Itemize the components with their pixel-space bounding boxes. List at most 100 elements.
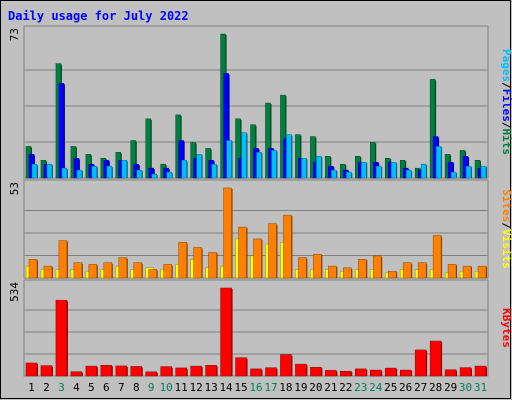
bar-kbytes-day-5 xyxy=(85,365,98,377)
bar-kbytes-day-31 xyxy=(474,365,487,377)
bar-sites-day-5 xyxy=(88,264,98,279)
x-tick-label: 25 xyxy=(384,381,397,394)
x-tick-label: 3 xyxy=(58,381,65,394)
bar-sites-day-29 xyxy=(447,264,457,279)
bar-pages-day-10 xyxy=(166,171,172,179)
bar-sites-day-19 xyxy=(298,257,307,279)
legend-separator: / xyxy=(500,222,512,229)
x-tick-label: 23 xyxy=(354,381,367,394)
bar-sites-day-16 xyxy=(253,238,262,279)
x-tick-label: 20 xyxy=(309,381,322,394)
bar-pages-day-19 xyxy=(301,158,307,179)
bar-kbytes-day-23 xyxy=(355,368,367,377)
x-tick-label: 2 xyxy=(43,381,50,394)
bar-sites-day-24 xyxy=(373,255,382,279)
bar-kbytes-day-17 xyxy=(265,367,277,377)
x-tick-label: 7 xyxy=(118,381,125,394)
legend-separator: / xyxy=(500,82,512,89)
bar-hits-day-28 xyxy=(429,79,436,179)
bar-pages-day-15 xyxy=(241,132,247,179)
bar-pages-day-3 xyxy=(61,167,68,179)
x-tick-label: 18 xyxy=(279,381,292,394)
bar-pages-day-5 xyxy=(91,165,98,179)
bar-sites-day-8 xyxy=(133,262,142,279)
bar-sites-day-22 xyxy=(343,267,352,279)
bar-pages-day-8 xyxy=(136,169,142,179)
x-tick-label: 13 xyxy=(204,381,217,394)
x-tick-label: 8 xyxy=(133,381,140,394)
bar-kbytes-day-27 xyxy=(414,349,427,377)
series-legend: Pages/Files/Hits xyxy=(500,49,512,155)
x-tick-label: 12 xyxy=(190,381,203,394)
bar-pages-day-28 xyxy=(435,146,442,179)
bar-pages-day-27 xyxy=(420,163,427,179)
bar-pages-day-23 xyxy=(361,161,367,179)
x-tick-label: 16 xyxy=(249,381,262,394)
chart-title: Daily usage for July 2022 xyxy=(8,9,189,23)
bar-kbytes-day-21 xyxy=(325,370,337,377)
x-tick-label: 1 xyxy=(28,381,35,394)
bar-sites-day-17 xyxy=(268,223,277,279)
series-sites xyxy=(28,187,487,279)
bar-pages-day-17 xyxy=(271,150,277,179)
bar-sites-day-12 xyxy=(193,247,202,279)
bar-sites-day-25 xyxy=(387,270,397,279)
bar-kbytes-day-11 xyxy=(175,367,187,377)
bar-pages-day-14 xyxy=(226,140,232,179)
x-tick-label: 10 xyxy=(160,381,173,394)
bar-sites-day-4 xyxy=(73,262,83,279)
bar-pages-day-1 xyxy=(31,163,38,179)
panel-kbytes: 534 KBytes xyxy=(8,279,512,377)
y-max-label: 53 xyxy=(8,182,21,195)
bar-kbytes-day-15 xyxy=(235,357,247,377)
bar-files-day-11 xyxy=(178,140,184,179)
bar-hits-day-15 xyxy=(235,118,241,179)
legend-files: Files xyxy=(500,89,512,122)
bar-sites-day-31 xyxy=(477,265,487,279)
x-tick-label: 29 xyxy=(444,381,457,394)
plot-area xyxy=(23,279,489,377)
x-tick-label: 21 xyxy=(324,381,337,394)
bar-kbytes-day-13 xyxy=(205,365,217,377)
x-tick-label: 14 xyxy=(219,381,233,394)
bar-files-day-9 xyxy=(148,167,154,179)
legend-visits: Visits xyxy=(500,229,512,269)
bar-sites-day-26 xyxy=(402,262,412,279)
series-pages xyxy=(31,132,487,179)
bar-files-day-4 xyxy=(73,158,80,179)
bar-kbytes-day-18 xyxy=(280,354,292,377)
bar-pages-day-30 xyxy=(465,165,472,179)
bar-kbytes-day-4 xyxy=(70,371,83,377)
legend-pages: Pages xyxy=(500,49,512,82)
bar-kbytes-day-8 xyxy=(130,366,142,377)
bar-pages-day-25 xyxy=(390,161,397,179)
bar-sites-day-13 xyxy=(208,252,217,279)
x-tick-label: 5 xyxy=(88,381,95,394)
x-tick-label: 15 xyxy=(234,381,247,394)
bar-kbytes-day-24 xyxy=(370,369,382,377)
bar-kbytes-day-1 xyxy=(25,362,38,377)
bar-sites-day-9 xyxy=(148,269,157,279)
bar-sites-day-3 xyxy=(58,240,68,279)
series-legend: Sites/Visits xyxy=(500,189,512,269)
bar-sites-day-23 xyxy=(358,259,367,279)
bar-kbytes-day-2 xyxy=(40,365,53,377)
x-tick-label: 26 xyxy=(399,381,412,394)
bar-pages-day-2 xyxy=(46,163,53,179)
bar-kbytes-day-14 xyxy=(220,287,232,377)
bar-hits-day-19 xyxy=(295,134,301,179)
bar-kbytes-day-10 xyxy=(160,366,172,377)
bar-kbytes-day-25 xyxy=(384,367,397,377)
bar-sites-day-7 xyxy=(118,257,128,279)
bar-pages-day-4 xyxy=(76,169,83,179)
bar-pages-day-16 xyxy=(256,152,262,179)
legend-sites: Sites xyxy=(500,189,512,222)
bar-sites-day-20 xyxy=(313,253,322,279)
bar-kbytes-day-22 xyxy=(340,370,352,377)
x-tick-label: 17 xyxy=(264,381,277,394)
x-tick-label: 24 xyxy=(369,381,383,394)
legend-hits: Hits xyxy=(500,129,512,156)
bar-sites-day-30 xyxy=(462,265,472,279)
bar-files-day-29 xyxy=(447,161,454,179)
